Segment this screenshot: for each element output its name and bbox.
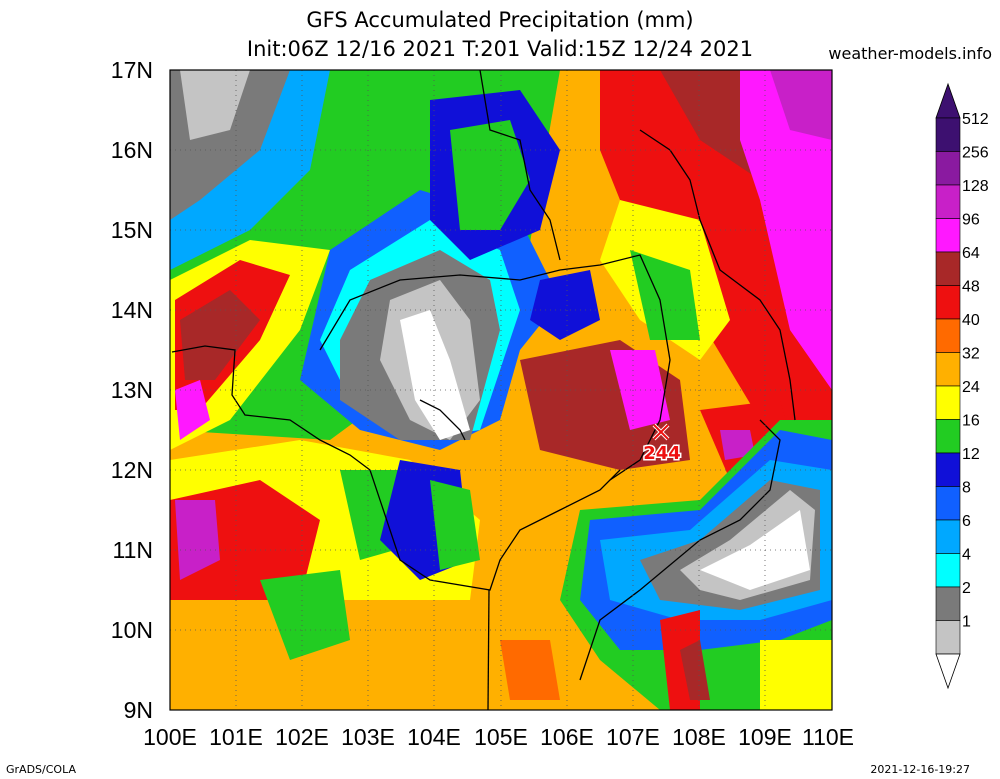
legend-swatch: [935, 151, 961, 186]
legend-swatch: [935, 117, 961, 152]
plot-frame: [169, 69, 833, 711]
lon-label: 110E: [802, 724, 854, 750]
lon-label: 104E: [407, 724, 461, 750]
lon-label: 107E: [606, 724, 660, 750]
legend-label: 12: [962, 446, 980, 463]
map-title: GFS Accumulated Precipitation (mm): [306, 8, 694, 32]
legend-label: 64: [962, 245, 980, 262]
credit-label: GrADS/COLA: [6, 763, 76, 776]
legend-swatch: [935, 553, 961, 588]
legend-swatch: [935, 486, 961, 521]
lat-label: 11N: [113, 537, 154, 563]
legend-swatch: [935, 218, 961, 253]
legend-label: 40: [962, 312, 980, 329]
legend-swatch: [935, 352, 961, 387]
legend-label: 24: [962, 379, 980, 396]
max-marker: 244: [642, 423, 682, 466]
lon-label: 108E: [672, 724, 726, 750]
lon-label: 101E: [209, 724, 263, 750]
lat-label: 15N: [111, 217, 153, 243]
lat-label: 13N: [111, 377, 153, 403]
lon-label: 103E: [341, 724, 395, 750]
lon-label: 105E: [474, 724, 528, 750]
legend-label: 6: [962, 513, 971, 530]
graticule: [170, 70, 832, 710]
legend-swatch: [935, 586, 961, 621]
lat-label: 10N: [111, 617, 153, 643]
legend-swatch: [935, 620, 961, 655]
lat-label: 16N: [111, 137, 153, 163]
legend-swatch: [935, 419, 961, 454]
legend-label: 96: [962, 212, 980, 229]
legend-label: 4: [962, 547, 971, 564]
legend-label: 256: [962, 145, 989, 162]
legend-swatch: [935, 251, 961, 286]
lon-label: 102E: [275, 724, 329, 750]
lat-label: 17N: [111, 57, 153, 83]
lat-label: 14N: [111, 297, 153, 323]
lon-label: 106E: [540, 724, 594, 750]
legend-boxes: [935, 117, 961, 655]
site-label: weather-models.info: [828, 44, 992, 63]
legend-label: 512: [962, 111, 989, 128]
lon-label: 109E: [738, 724, 792, 750]
legend-label: 16: [962, 413, 980, 430]
legend-label: 8: [962, 480, 971, 497]
legend-bottom-arrow: [935, 653, 961, 690]
precip-field: [170, 70, 832, 710]
legend-swatch: [935, 184, 961, 219]
legend-swatch: [935, 285, 961, 320]
legend-swatch: [935, 519, 961, 554]
lat-labels: 17N 16N 15N 14N 13N 12N 11N 10N 9N: [111, 57, 153, 723]
legend-label: 1: [962, 614, 971, 631]
lon-labels: 100E 101E 102E 103E 104E 105E 106E 107E …: [143, 724, 854, 750]
legend-swatch: [935, 452, 961, 487]
legend-label: 48: [962, 279, 980, 296]
legend-label: 2: [962, 580, 971, 597]
legend-label: 32: [962, 346, 980, 363]
timestamp-label: 2021-12-16-19:27: [870, 763, 970, 776]
max-marker-label: 244: [643, 443, 681, 464]
legend-label: 128: [962, 178, 989, 195]
lon-label: 100E: [143, 724, 197, 750]
legend-top-arrow: [935, 82, 961, 119]
lat-label: 12N: [111, 457, 153, 483]
map-subtitle: Init:06Z 12/16 2021 T:201 Valid:15Z 12/2…: [246, 37, 754, 61]
legend-swatch: [935, 318, 961, 353]
legend-swatch: [935, 385, 961, 420]
lat-label: 9N: [124, 697, 153, 723]
